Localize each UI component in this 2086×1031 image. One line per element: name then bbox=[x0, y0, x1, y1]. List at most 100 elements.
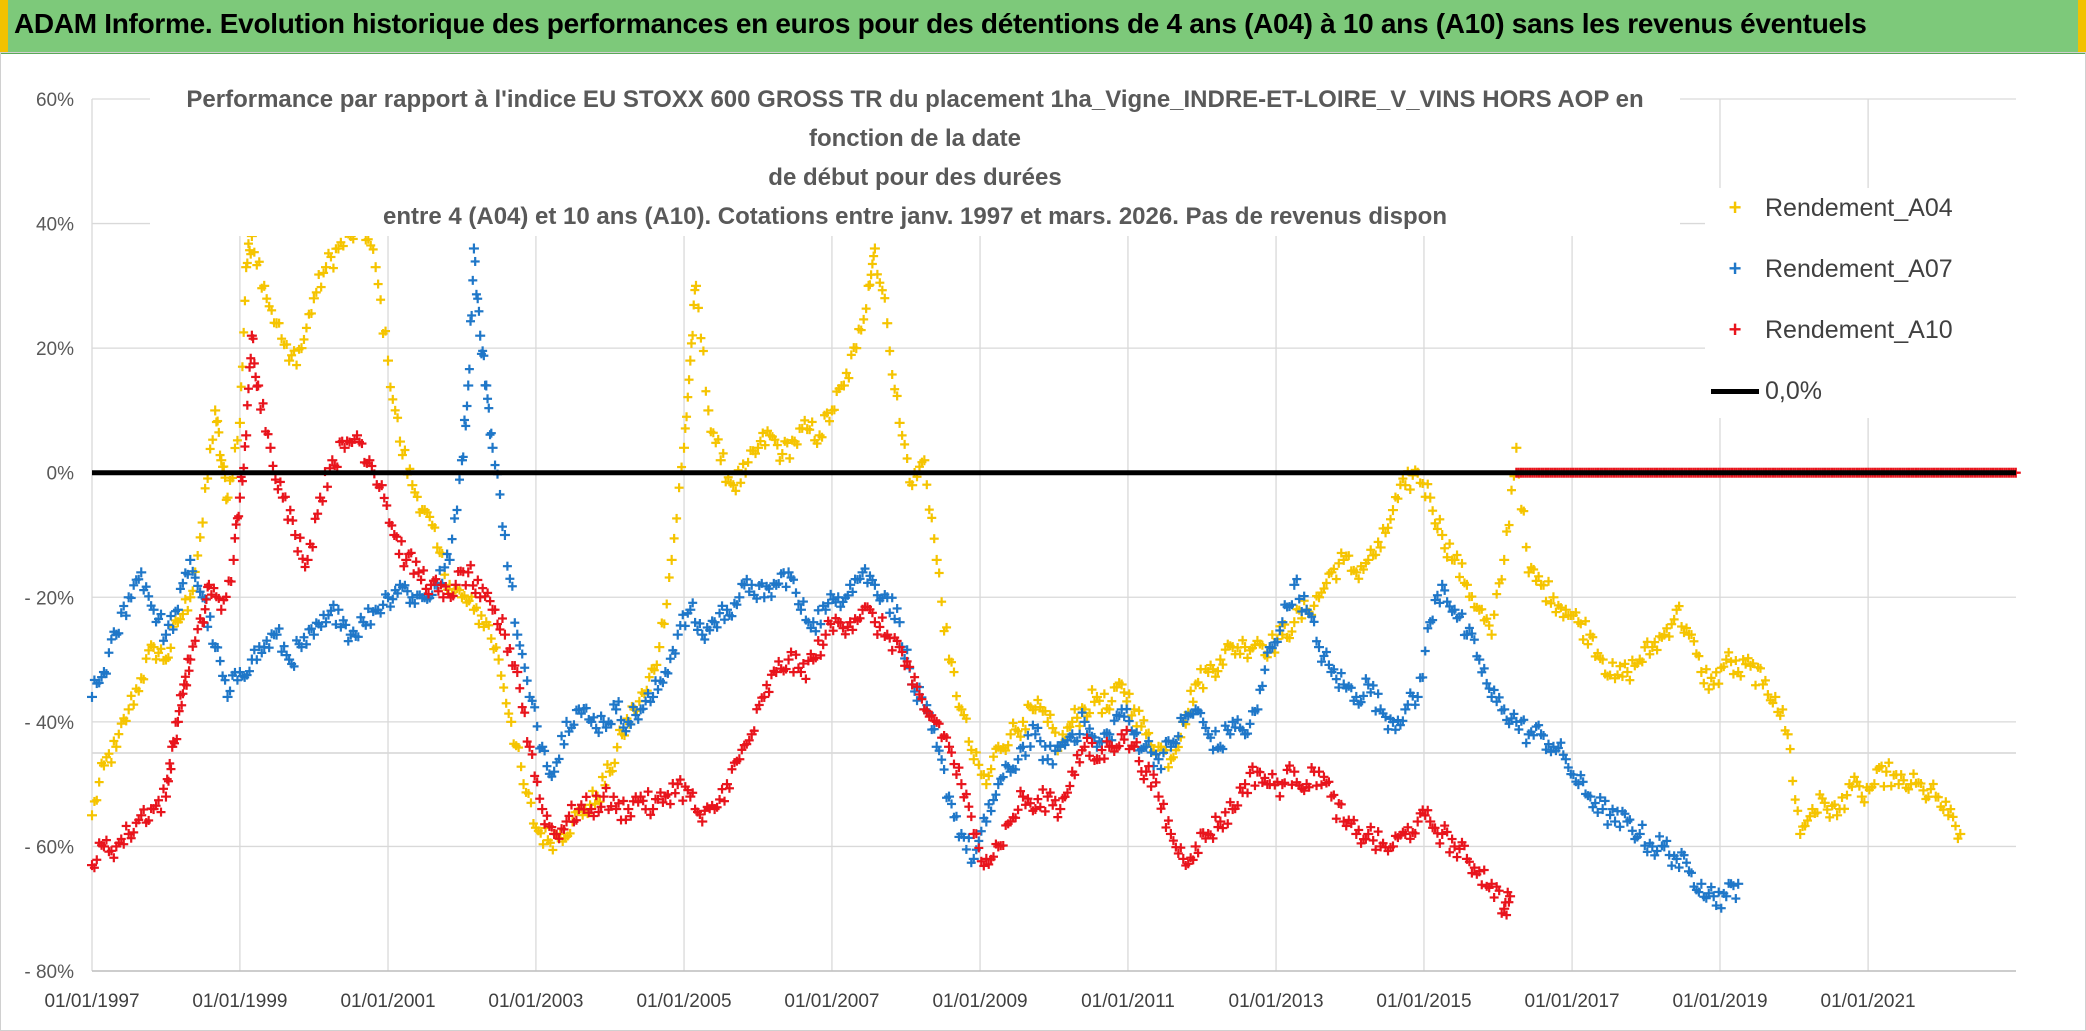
point-rendement-a04 bbox=[545, 838, 555, 848]
point-rendement-a07 bbox=[695, 618, 705, 628]
point-rendement-a04 bbox=[1188, 697, 1198, 707]
point-rendement-a04 bbox=[1238, 635, 1248, 645]
point-rendement-a07 bbox=[663, 668, 673, 678]
point-rendement-a04 bbox=[1321, 578, 1331, 588]
point-rendement-a10 bbox=[749, 726, 759, 736]
point-rendement-a07 bbox=[1428, 615, 1438, 625]
point-rendement-a07 bbox=[826, 589, 836, 599]
point-rendement-a04 bbox=[156, 644, 166, 654]
point-rendement-a07 bbox=[1252, 704, 1263, 715]
point-rendement-a07 bbox=[1381, 712, 1391, 722]
point-rendement-a07 bbox=[757, 578, 767, 588]
point-rendement-a04 bbox=[1449, 554, 1460, 565]
point-rendement-a04 bbox=[129, 700, 139, 710]
point-rendement-a10 bbox=[1079, 741, 1090, 752]
point-rendement-a07 bbox=[791, 588, 801, 598]
point-rendement-a10 bbox=[394, 549, 404, 559]
point-rendement-a04 bbox=[1886, 781, 1896, 791]
point-rendement-a04 bbox=[1405, 485, 1415, 495]
point-rendement-a07 bbox=[540, 746, 550, 756]
point-rendement-a04 bbox=[1381, 528, 1391, 538]
point-rendement-a04 bbox=[968, 754, 979, 765]
point-rendement-a10 bbox=[206, 590, 216, 600]
point-rendement-a07 bbox=[450, 513, 460, 523]
point-rendement-a10 bbox=[499, 629, 510, 640]
point-rendement-a07 bbox=[520, 663, 530, 673]
point-rendement-a04 bbox=[859, 314, 869, 324]
point-rendement-a07 bbox=[1356, 697, 1366, 707]
point-rendement-a10 bbox=[1132, 737, 1142, 747]
point-rendement-a07 bbox=[308, 629, 319, 640]
point-rendement-a07 bbox=[860, 564, 870, 574]
point-rendement-a04 bbox=[491, 642, 501, 652]
point-rendement-a10 bbox=[165, 758, 175, 768]
point-rendement-a07 bbox=[549, 766, 560, 777]
x-tick-label: 01/01/2021 bbox=[1821, 991, 1916, 1012]
point-rendement-a04 bbox=[1736, 671, 1746, 681]
point-rendement-a10 bbox=[1225, 797, 1235, 807]
point-rendement-a04 bbox=[121, 716, 131, 726]
chart-title-line-3: entre 4 (A04) et 10 ans (A10). Cotations… bbox=[383, 203, 1447, 230]
point-rendement-a04 bbox=[208, 435, 218, 445]
point-rendement-a07 bbox=[393, 588, 403, 598]
point-rendement-a04 bbox=[175, 614, 185, 624]
point-rendement-a04 bbox=[123, 704, 134, 715]
point-rendement-a10 bbox=[954, 763, 964, 773]
point-rendement-a07 bbox=[1178, 716, 1189, 727]
point-rendement-a10 bbox=[240, 442, 250, 452]
point-rendement-a10 bbox=[411, 557, 421, 567]
point-rendement-a10 bbox=[322, 482, 332, 492]
point-rendement-a10 bbox=[1489, 893, 1499, 903]
point-rendement-a07 bbox=[366, 619, 376, 629]
point-rendement-a04 bbox=[792, 439, 802, 449]
point-rendement-a07 bbox=[1686, 868, 1696, 878]
point-rendement-a04 bbox=[1235, 649, 1245, 659]
point-rendement-a10 bbox=[614, 798, 624, 808]
point-rendement-a04 bbox=[1198, 683, 1208, 693]
point-rendement-a10 bbox=[887, 645, 897, 655]
point-rendement-a04 bbox=[393, 413, 403, 423]
point-rendement-a10 bbox=[675, 775, 685, 785]
point-rendement-a07 bbox=[1368, 680, 1378, 690]
point-rendement-a07 bbox=[1484, 684, 1494, 694]
point-rendement-a07 bbox=[1085, 724, 1095, 734]
point-rendement-a10 bbox=[1449, 841, 1460, 852]
point-rendement-a07 bbox=[705, 625, 715, 635]
point-rendement-a07 bbox=[1361, 674, 1371, 684]
point-rendement-a10 bbox=[1119, 735, 1129, 745]
point-rendement-a04 bbox=[476, 610, 486, 620]
point-rendement-a07 bbox=[685, 604, 696, 615]
point-rendement-a07 bbox=[1590, 798, 1600, 808]
point-rendement-a10 bbox=[683, 785, 693, 795]
point-rendement-a10 bbox=[268, 461, 278, 471]
legend-marker-a07: + bbox=[1728, 256, 1742, 281]
point-rendement-a10 bbox=[1183, 859, 1193, 869]
point-rendement-a10 bbox=[826, 619, 836, 629]
point-rendement-a04 bbox=[471, 603, 481, 613]
point-rendement-a04 bbox=[234, 417, 245, 428]
point-rendement-a10 bbox=[221, 592, 231, 602]
y-tick-label: 40% bbox=[36, 215, 74, 236]
point-rendement-a04 bbox=[216, 455, 227, 466]
point-rendement-a07 bbox=[1534, 720, 1544, 730]
y-tick-label: 20% bbox=[36, 339, 74, 360]
point-rendement-a10 bbox=[527, 749, 537, 759]
point-rendement-a07 bbox=[473, 294, 483, 304]
point-rendement-a07 bbox=[447, 534, 457, 544]
point-rendement-a10 bbox=[964, 802, 974, 812]
point-rendement-a07 bbox=[1316, 657, 1326, 667]
point-rendement-a10 bbox=[387, 520, 397, 530]
point-rendement-a07 bbox=[178, 578, 188, 588]
point-rendement-a04 bbox=[949, 667, 959, 677]
point-rendement-a04 bbox=[1511, 442, 1522, 453]
point-rendement-a04 bbox=[109, 736, 119, 746]
point-rendement-a04 bbox=[1210, 672, 1220, 682]
point-rendement-a04 bbox=[1856, 791, 1867, 802]
point-rendement-a10 bbox=[803, 656, 813, 666]
point-rendement-a07 bbox=[222, 691, 233, 702]
point-rendement-a10 bbox=[126, 833, 136, 843]
point-rendement-a04 bbox=[1647, 642, 1658, 653]
point-rendement-a07 bbox=[894, 617, 905, 628]
point-rendement-a04 bbox=[880, 293, 890, 303]
point-rendement-a04 bbox=[693, 303, 703, 313]
